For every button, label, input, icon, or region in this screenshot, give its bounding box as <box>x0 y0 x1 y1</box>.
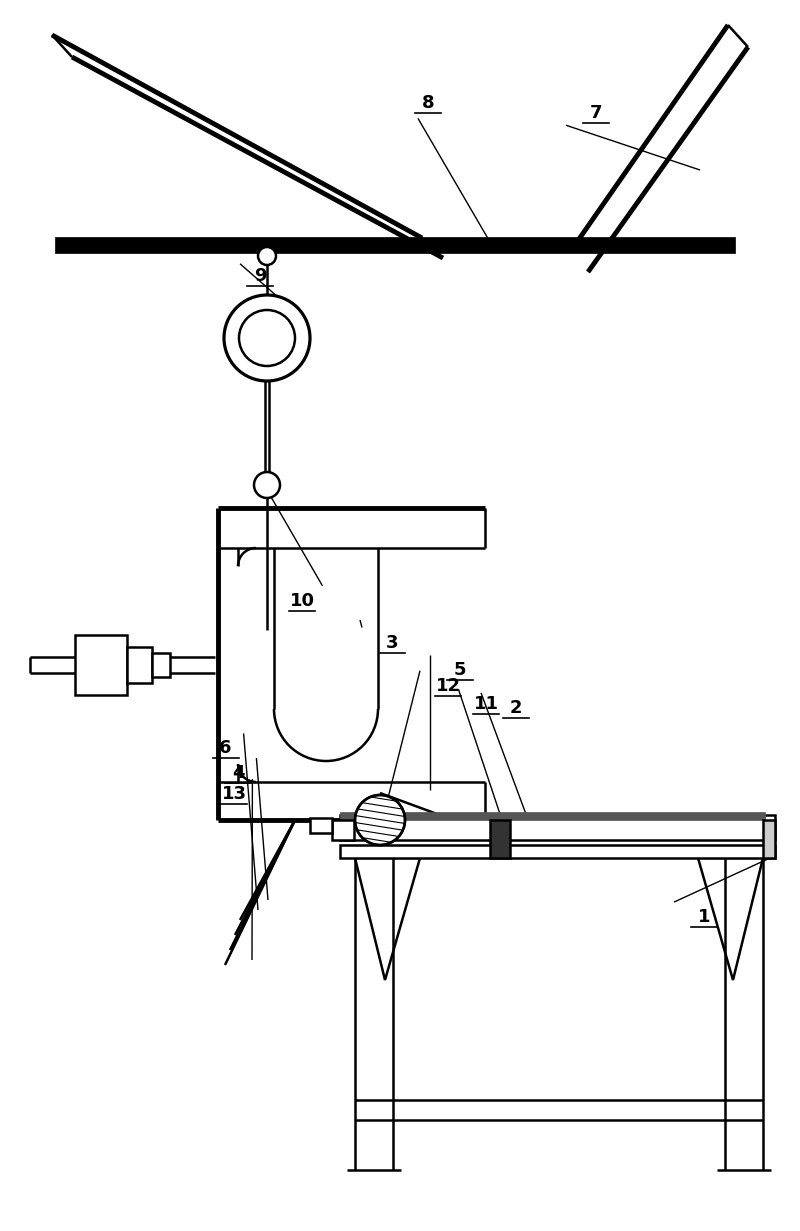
Bar <box>763 820 775 858</box>
Circle shape <box>224 295 310 382</box>
Bar <box>55 238 735 254</box>
Circle shape <box>258 247 276 265</box>
Text: 5: 5 <box>454 661 466 678</box>
Bar <box>332 820 354 840</box>
Text: 12: 12 <box>435 677 461 694</box>
Text: 3: 3 <box>386 634 398 651</box>
Bar <box>127 648 152 683</box>
Text: 6: 6 <box>219 740 232 757</box>
Bar <box>340 815 775 840</box>
Text: 9: 9 <box>254 267 266 284</box>
Text: 4: 4 <box>232 764 245 782</box>
Bar <box>152 652 170 677</box>
Bar <box>340 812 765 820</box>
Text: 8: 8 <box>422 95 434 112</box>
Text: 7: 7 <box>590 105 602 122</box>
Text: 2: 2 <box>510 699 522 716</box>
Text: 1: 1 <box>698 908 710 926</box>
Bar <box>490 820 510 858</box>
Polygon shape <box>355 795 405 844</box>
Bar <box>310 819 332 833</box>
Text: 10: 10 <box>290 592 315 609</box>
Text: 11: 11 <box>474 696 499 713</box>
Text: 13: 13 <box>222 785 247 803</box>
Bar <box>340 844 775 858</box>
Circle shape <box>254 471 280 499</box>
Circle shape <box>239 310 295 366</box>
Bar <box>75 635 127 696</box>
